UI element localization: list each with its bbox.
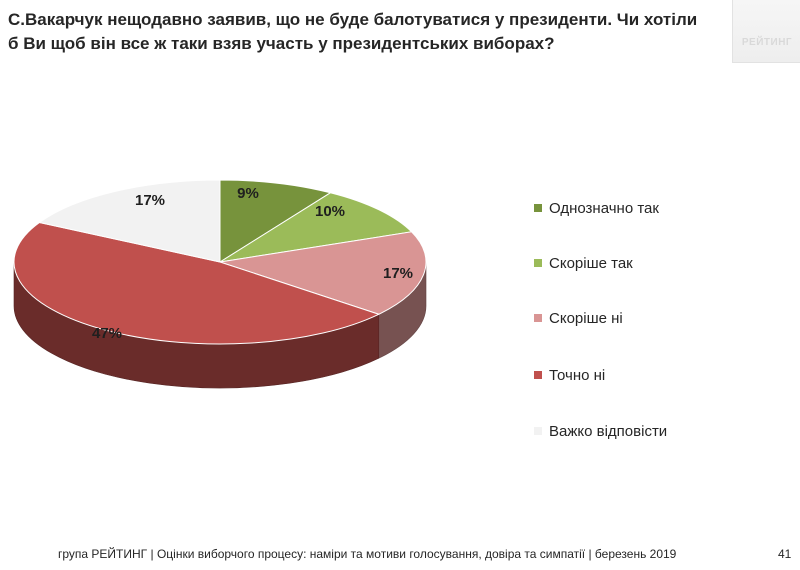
legend-swatch bbox=[534, 314, 542, 322]
legend-swatch bbox=[534, 204, 542, 212]
pie-slice-точно-ні bbox=[13, 221, 381, 345]
legend-item-точно-ні: Точно ні bbox=[534, 365, 774, 385]
legend-item-важко-відповісти: Важко відповісти bbox=[534, 421, 774, 441]
pie-labels: 9% 10% 17% 47% 17% bbox=[92, 185, 413, 342]
pie-chart: 9% 10% 17% 47% 17% bbox=[13, 179, 427, 389]
legend-label: Важко відповісти bbox=[549, 422, 668, 440]
pie-slice-скоріше-ні bbox=[219, 231, 427, 315]
legend-item-скоріше-ні: Скоріше ні bbox=[534, 308, 774, 328]
legend-label: Скоріше так bbox=[549, 254, 633, 272]
legend-label: Однозначно так bbox=[549, 199, 659, 217]
legend-swatch bbox=[534, 371, 542, 379]
pie-slice-однозначно-так bbox=[219, 179, 332, 263]
data-label-скоріше-ні: 17% bbox=[383, 265, 413, 282]
legend-item-однозначно-так: Однозначно так bbox=[534, 198, 774, 218]
data-label-точно-ні: 47% bbox=[92, 325, 122, 342]
pie-tops bbox=[13, 179, 427, 345]
page-number: 41 bbox=[778, 547, 792, 561]
legend-swatch bbox=[534, 427, 542, 435]
legend-item-скоріше-так: Скоріше так bbox=[534, 253, 774, 273]
data-label-однозначно-так: 9% bbox=[237, 185, 259, 202]
legend-swatch bbox=[534, 259, 542, 267]
pie-slice-скоріше-так bbox=[219, 192, 413, 263]
footer-text: група РЕЙТИНГ | Оцінки виборчого процесу… bbox=[58, 547, 677, 561]
page-title: С.Вакарчук нещодавно заявив, що не буде … bbox=[8, 10, 698, 53]
pie-slice-важко-відповісти bbox=[38, 179, 221, 263]
legend-label: Скоріше ні bbox=[549, 309, 623, 327]
data-label-важко-відповісти: 17% bbox=[135, 192, 165, 209]
legend-label: Точно ні bbox=[549, 366, 606, 384]
data-label-скоріше-так: 10% bbox=[315, 203, 345, 220]
brand-logo: РЕЙТИНГ bbox=[732, 0, 800, 63]
brand-logo-text: РЕЙТИНГ bbox=[741, 36, 793, 48]
